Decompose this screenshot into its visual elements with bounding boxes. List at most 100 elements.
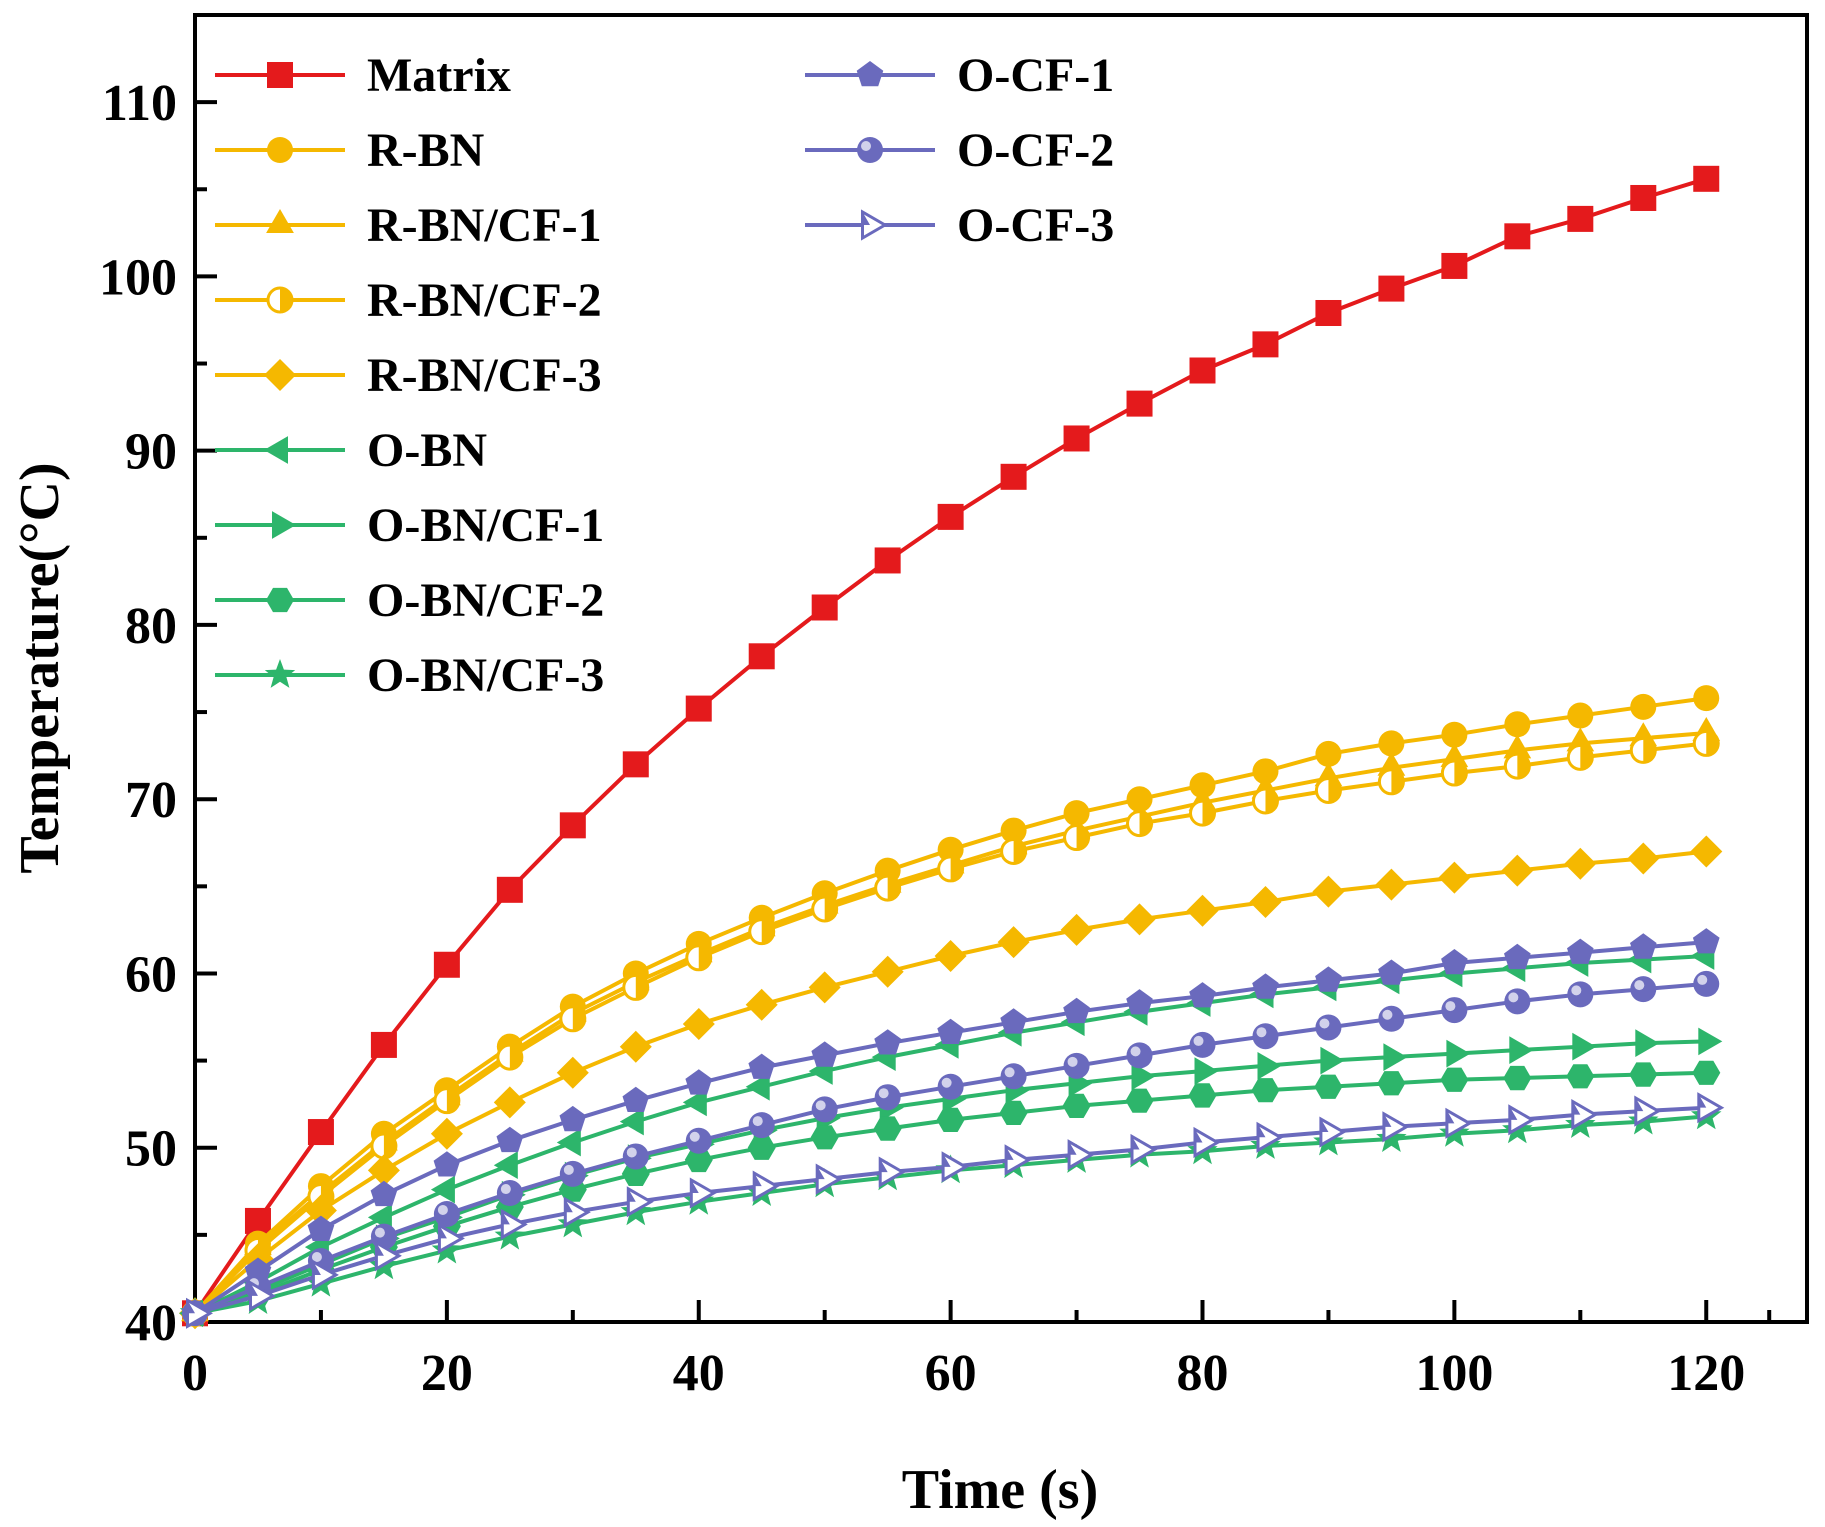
data-point-o-bn-cf-2 xyxy=(1188,1083,1217,1108)
marker-fill-half xyxy=(1706,731,1719,756)
data-point-o-cf-3 xyxy=(563,1196,591,1228)
marker-fill-half xyxy=(1698,1094,1707,1108)
data-point-r-bn-cf-3 xyxy=(934,940,967,972)
legend-marker-o-bn xyxy=(264,436,288,464)
data-point-o-cf-2 xyxy=(1000,1063,1027,1090)
legend-marker-o-cf-1 xyxy=(856,61,884,87)
data-point-o-bn-cf-2 xyxy=(936,1107,965,1132)
data-point-r-bn-cf-3 xyxy=(1375,868,1408,901)
data-point-o-cf-1 xyxy=(937,1018,964,1044)
data-point-r-bn xyxy=(1189,772,1216,799)
marker-fill-half xyxy=(565,1199,573,1213)
marker-fill-half xyxy=(376,1242,384,1256)
data-point-o-cf-3 xyxy=(689,1177,717,1209)
marker-highlight xyxy=(861,141,871,151)
marker-highlight xyxy=(689,1131,700,1142)
legend-marker-o-bn-cf-2 xyxy=(266,587,294,613)
data-point-o-cf-3 xyxy=(186,1297,213,1329)
data-point-r-bn-cf-3 xyxy=(1249,886,1282,918)
legend-label: O-BN/CF-1 xyxy=(367,499,604,552)
legend-label: O-CF-1 xyxy=(957,49,1114,102)
data-point-r-bn-cf-3 xyxy=(1690,835,1723,868)
data-point-o-bn-cf-2 xyxy=(810,1125,839,1150)
data-point-o-cf-2 xyxy=(1441,997,1468,1024)
data-point-o-cf-2 xyxy=(1693,970,1720,997)
marker-highlight xyxy=(437,1204,448,1215)
marker-highlight xyxy=(815,1100,826,1111)
series-line-o-bn xyxy=(194,954,1707,1316)
marker-fill-half xyxy=(446,1088,459,1113)
data-point-o-cf-2 xyxy=(1630,976,1657,1003)
marker-fill-half xyxy=(1454,761,1467,786)
data-point-matrix xyxy=(1000,463,1027,490)
data-point-r-bn-cf-3 xyxy=(304,1194,337,1227)
legend-label: O-CF-3 xyxy=(957,199,1114,252)
marker-highlight xyxy=(1382,1009,1393,1020)
legend-label: R-BN/CF-3 xyxy=(367,349,602,402)
data-point-o-bn-cf-3 xyxy=(494,1220,526,1250)
data-point-r-bn-cf-3 xyxy=(997,926,1030,959)
legend-label: Matrix xyxy=(367,49,511,102)
data-point-matrix xyxy=(1378,275,1405,302)
data-point-matrix xyxy=(1189,357,1216,384)
legend-item-o-bn: O-BN xyxy=(215,424,487,477)
marker-highlight xyxy=(1130,1046,1141,1057)
data-point-matrix xyxy=(1252,331,1279,358)
data-point-o-cf-2 xyxy=(1189,1031,1216,1058)
marker-fill-half xyxy=(824,896,837,921)
data-point-r-bn-cf-3 xyxy=(1501,854,1534,887)
marker-fill-half xyxy=(509,1045,522,1070)
legend-item-r-bn: R-BN xyxy=(215,124,485,177)
data-point-o-cf-3 xyxy=(1256,1121,1284,1153)
data-point-o-bn-cf-2 xyxy=(1314,1074,1343,1099)
series-layer xyxy=(179,165,1725,1330)
data-point-o-cf-1 xyxy=(1692,928,1720,954)
data-point-o-bn xyxy=(556,1128,581,1157)
axis-ticks: 0 20 40 60 80 100 120 40 50 60 70 80 90 100 110 xyxy=(99,75,1772,1402)
data-point-o-cf-3 xyxy=(1319,1116,1347,1148)
legend-item-o-bn-cf-3: O-BN/CF-3 xyxy=(215,649,604,702)
data-point-o-cf-2 xyxy=(433,1200,460,1227)
marker-highlight xyxy=(626,1147,637,1158)
data-point-o-bn-cf-2 xyxy=(1503,1065,1532,1091)
data-point-o-cf-1 xyxy=(1189,982,1216,1008)
data-point-o-cf-1 xyxy=(1441,949,1468,975)
marker-fill-half xyxy=(950,856,963,881)
data-point-o-cf-1 xyxy=(1063,997,1090,1024)
data-point-r-bn xyxy=(1126,786,1153,813)
y-tick-label: 80 xyxy=(125,598,177,655)
legend: Matrix R-BN R-BN/CF-1 R-BN/CF-2 R-BN/CF-3 O-B… xyxy=(215,49,1114,702)
series-o-cf-2 xyxy=(182,970,1720,1327)
series-o-cf-3 xyxy=(186,1092,1725,1329)
data-point-o-bn-cf-1 xyxy=(1446,1039,1471,1068)
data-point-o-cf-3 xyxy=(249,1280,276,1312)
data-point-r-bn-cf-3 xyxy=(1627,842,1660,875)
y-tick-label: 110 xyxy=(102,75,177,132)
data-point-r-bn-cf-1 xyxy=(1566,727,1595,752)
x-tick-label: 20 xyxy=(421,1345,473,1402)
data-point-o-bn-cf-1 xyxy=(1509,1036,1534,1064)
marker-highlight xyxy=(878,1088,889,1099)
marker-highlight xyxy=(1445,1001,1456,1012)
legend-label: R-BN xyxy=(367,124,485,177)
legend-label: O-BN/CF-2 xyxy=(367,574,604,627)
marker-fill-half xyxy=(1202,801,1215,826)
data-point-o-cf-3 xyxy=(374,1240,402,1272)
marker-fill-half xyxy=(1069,1141,1077,1155)
marker-fill-half xyxy=(1383,1113,1392,1127)
data-point-o-cf-2 xyxy=(1315,1014,1342,1041)
data-point-o-bn-cf-2 xyxy=(999,1100,1028,1125)
marker-fill-half xyxy=(635,975,648,1000)
marker-fill-half xyxy=(1580,745,1593,770)
data-point-o-cf-2 xyxy=(811,1096,838,1123)
data-point-r-bn xyxy=(1504,711,1531,738)
data-point-o-cf-1 xyxy=(1252,973,1279,999)
legend-item-r-bn-cf-3: R-BN/CF-3 xyxy=(215,349,602,402)
marker-fill-half xyxy=(1195,1129,1203,1143)
data-point-r-bn-cf-3 xyxy=(1438,861,1471,894)
marker-fill-half xyxy=(1006,1146,1014,1160)
data-point-o-cf-1 xyxy=(1567,938,1594,964)
data-point-o-cf-2 xyxy=(685,1127,712,1154)
marker-highlight xyxy=(1067,1056,1078,1067)
